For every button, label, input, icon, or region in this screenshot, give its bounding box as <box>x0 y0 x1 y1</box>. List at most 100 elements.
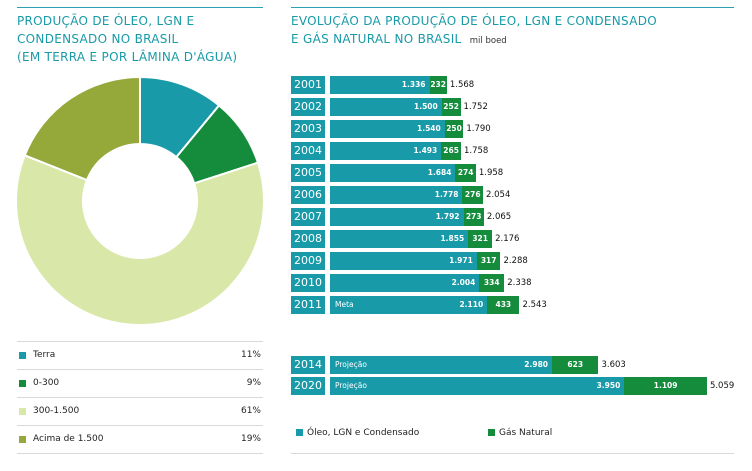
bar-unit: mil boed <box>469 36 507 46</box>
bar-gas: 250 <box>444 120 464 138</box>
bar-note: Meta <box>335 300 354 309</box>
bar-gas-value: 276 <box>464 190 481 199</box>
legend-label: Terra <box>33 350 56 360</box>
year-label: 2006 <box>291 186 325 204</box>
pie-bottom-rule <box>17 453 263 454</box>
bar-total: 2.065 <box>486 212 512 222</box>
bar-oil: 1.540 <box>330 120 445 138</box>
bar-total: 1.758 <box>463 146 489 156</box>
bar-oil: 1.493 <box>330 142 442 160</box>
bar-gas: 317 <box>476 252 501 270</box>
bar-oil: 1.684 <box>330 164 456 182</box>
year-label: 2001 <box>291 76 325 94</box>
pie-title: PRODUÇÃO DE ÓLEO, LGN E CONDENSADO NO BR… <box>17 12 237 66</box>
legend-label-oil: Óleo, LGN e Condensado <box>307 428 420 438</box>
bar-oil: 1.500 <box>330 98 442 116</box>
bar-oil-value: 1.971 <box>449 256 473 265</box>
bar-gas-value: 317 <box>480 256 497 265</box>
bar-title-line-1: EVOLUÇÃO DA PRODUÇÃO DE ÓLEO, LGN E COND… <box>291 14 657 28</box>
legend-percent: 19% <box>240 434 261 444</box>
bar-oil: 2.980 Projeção <box>330 356 553 374</box>
bar-gas-value: 321 <box>472 234 488 243</box>
year-label: 2011 <box>291 296 325 314</box>
pie-slice-3 <box>23 75 141 182</box>
pie-slice-2 <box>15 154 265 326</box>
bar-total: 1.752 <box>463 102 488 112</box>
year-label: 2010 <box>291 274 325 292</box>
bar-total: 3.603 <box>601 360 626 370</box>
bar-oil-value: 1.500 <box>414 102 438 111</box>
bar-oil-value: 1.778 <box>434 190 459 199</box>
bar-oil: 1.778 <box>330 186 463 204</box>
bar-total: 1.790 <box>466 124 491 134</box>
bar-total: 1.568 <box>449 80 475 90</box>
bar-gas: 232 <box>429 76 447 94</box>
pie-legend: Terra 11% 0-300 9% 300-1.500 61% Acima de 1.50… <box>17 341 263 457</box>
legend-label: 0-300 <box>33 378 60 388</box>
pie-title-line-1: PRODUÇÃO DE ÓLEO, LGN E <box>17 14 195 28</box>
bar-gas-value: 334 <box>483 278 500 287</box>
bar-gas-value: 265 <box>443 146 459 155</box>
bar-gas-value: 232 <box>430 80 446 89</box>
bar-top-rule <box>291 7 734 8</box>
bar-oil: 1.336 <box>330 76 430 94</box>
bar-gas: 623 <box>552 356 599 374</box>
bar-oil-value: 1.540 <box>417 124 441 133</box>
bar-oil: 2.110 Meta <box>330 296 488 314</box>
bar-oil: 3.950 Projeção <box>330 377 625 395</box>
pie-title-line-2: CONDENSADO NO BRASIL <box>17 32 179 46</box>
bar-total: 2.288 <box>503 256 528 266</box>
bar-oil-value: 1.855 <box>440 234 465 243</box>
pie-title-line-3: (EM TERRA E POR LÂMINA D'ÁGUA) <box>17 50 238 64</box>
bar-total: 5.059 <box>709 381 735 391</box>
legend-swatch <box>19 380 26 387</box>
bar-total: 2.054 <box>486 190 511 200</box>
legend-swatch <box>19 436 26 443</box>
bar-total: 2.338 <box>507 278 532 288</box>
bar-oil-value: 1.493 <box>413 146 438 155</box>
bar-oil: 2.004 <box>330 274 480 292</box>
bar-gas-value: 250 <box>446 124 462 133</box>
bar-total: 2.543 <box>522 300 547 310</box>
legend-swatch <box>19 408 26 415</box>
year-label: 2009 <box>291 252 325 270</box>
year-label: 2002 <box>291 98 325 116</box>
donut-chart <box>15 75 265 326</box>
bar-oil-value: 1.792 <box>435 212 460 221</box>
bar-gas: 1.109 <box>624 377 707 395</box>
legend-percent: 9% <box>246 378 261 388</box>
bar-title: EVOLUÇÃO DA PRODUÇÃO DE ÓLEO, LGN E COND… <box>291 12 657 50</box>
bar-bottom-rule <box>291 453 734 454</box>
legend-swatch-gas <box>488 429 495 436</box>
year-label: 2020 <box>291 377 325 395</box>
bar-gas-value: 274 <box>457 168 474 177</box>
bar-gas: 433 <box>487 296 520 314</box>
year-label: 2014 <box>291 356 325 374</box>
pie-legend-row: 0-300 9% <box>17 369 263 397</box>
bar-total: 2.176 <box>495 234 520 244</box>
bar-total: 1.958 <box>478 168 504 178</box>
bar-note: Projeção <box>335 360 367 369</box>
year-label: 2005 <box>291 164 325 182</box>
bar-gas: 321 <box>468 230 493 248</box>
bar-oil-value: 3.950 <box>596 381 621 390</box>
bar-oil-value: 2.004 <box>451 278 476 287</box>
bar-gas-value: 273 <box>465 212 482 221</box>
bar-oil-value: 1.684 <box>427 168 452 177</box>
pie-legend-row: Terra 11% <box>17 341 263 369</box>
bar-gas-value: 433 <box>495 300 512 309</box>
year-label: 2004 <box>291 142 325 160</box>
bar-title-line-2-text: E GÁS NATURAL NO BRASIL <box>291 32 462 46</box>
bar-title-line-2: E GÁS NATURAL NO BRASIL mil boed <box>291 30 657 50</box>
bar-gas: 276 <box>462 186 484 204</box>
bar-gas-value: 1.109 <box>653 381 678 390</box>
pie-top-rule <box>17 7 263 8</box>
legend-percent: 61% <box>240 406 261 416</box>
bar-oil-value: 2.980 <box>524 360 549 369</box>
bar-gas: 252 <box>441 98 461 116</box>
bar-note: Projeção <box>335 381 367 390</box>
bar-gas-value: 252 <box>443 102 459 111</box>
year-label: 2003 <box>291 120 325 138</box>
year-label: 2008 <box>291 230 325 248</box>
legend-swatch-oil <box>296 429 303 436</box>
